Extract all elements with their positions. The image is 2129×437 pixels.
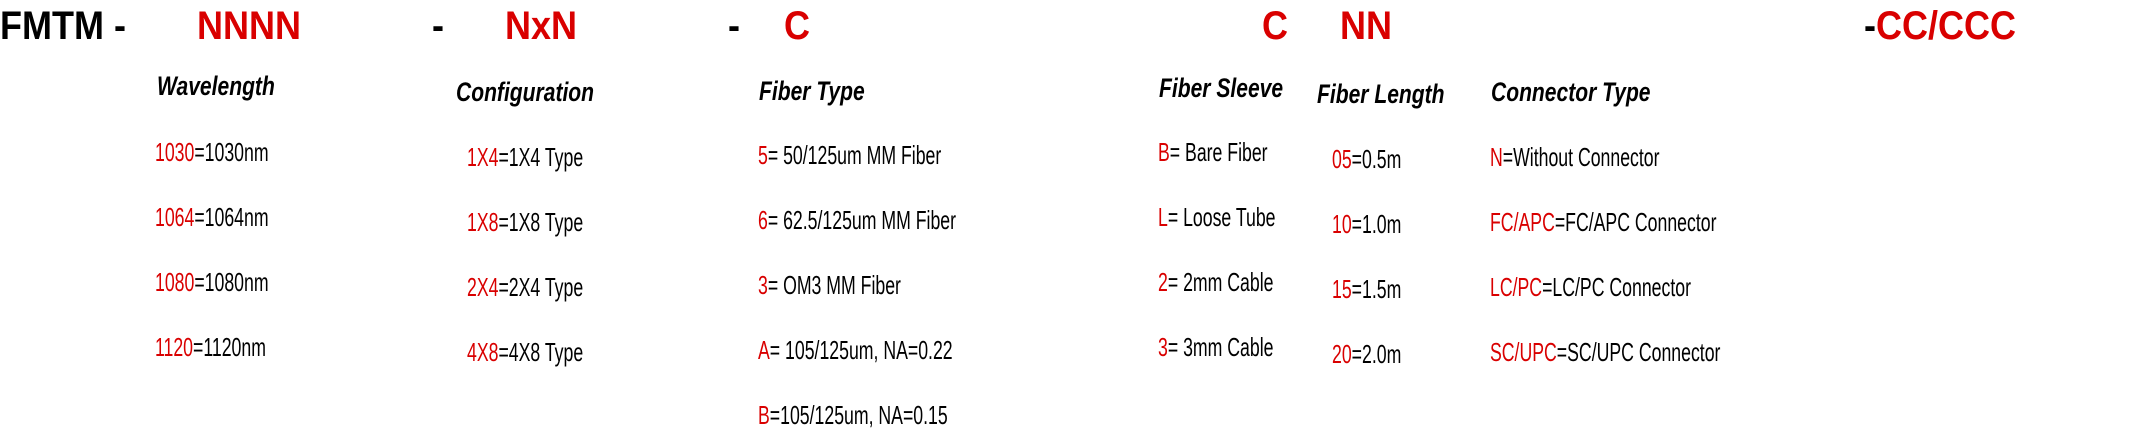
list-item: LC/PC=LC/PC Connector xyxy=(1490,272,1691,302)
column-title: Connector Type xyxy=(1491,77,1651,107)
list-item: A= 105/125um, NA=0.22 xyxy=(758,335,953,365)
item-code: 1X8 xyxy=(467,207,499,237)
list-item: 1X4=1X4 Type xyxy=(467,142,583,172)
item-desc: =FC/APC Connector xyxy=(1554,207,1717,237)
item-code: 1030 xyxy=(155,137,195,167)
code-separator: - xyxy=(728,4,740,48)
item-code: 4X8 xyxy=(467,337,499,367)
item-desc: =Without Connector xyxy=(1502,142,1660,172)
column-title: Fiber Sleeve xyxy=(1159,73,1284,103)
item-code: 1X4 xyxy=(467,142,499,172)
item-code: B xyxy=(758,400,770,430)
item-desc: = 62.5/125um MM Fiber xyxy=(767,205,957,235)
item-desc: =1030nm xyxy=(194,137,269,167)
item-code: 1080 xyxy=(155,267,195,297)
item-code: FC/APC xyxy=(1490,207,1555,237)
item-code: 1064 xyxy=(155,202,195,232)
list-item: 05=0.5m xyxy=(1332,144,1401,174)
item-code: 2X4 xyxy=(467,272,499,302)
item-desc: = Loose Tube xyxy=(1167,202,1276,232)
list-item: 15=1.5m xyxy=(1332,274,1401,304)
item-desc: =105/125um, NA=0.15 xyxy=(769,400,948,430)
code-fiber-type: C xyxy=(784,4,811,48)
item-desc: =0.5m xyxy=(1351,144,1402,174)
list-item: 4X8=4X8 Type xyxy=(467,337,583,367)
list-item: B=105/125um, NA=0.15 xyxy=(758,400,948,430)
item-desc: =SC/UPC Connector xyxy=(1556,337,1721,367)
item-code: A xyxy=(758,335,770,365)
item-code: SC/UPC xyxy=(1490,337,1557,367)
code-separator: - xyxy=(432,4,444,48)
code-separator: - xyxy=(1864,4,1876,48)
list-item: 2= 2mm Cable xyxy=(1158,267,1273,297)
item-code: LC/PC xyxy=(1490,272,1543,302)
item-desc: =4X8 Type xyxy=(498,337,584,367)
list-item: 3= OM3 MM Fiber xyxy=(758,270,901,300)
item-desc: =1080nm xyxy=(194,267,269,297)
item-desc: = 105/125um, NA=0.22 xyxy=(769,335,953,365)
list-item: FC/APC=FC/APC Connector xyxy=(1490,207,1716,237)
code-fiber-length: NN xyxy=(1340,4,1393,48)
column-title: Wavelength xyxy=(157,71,275,101)
item-desc: = Bare Fiber xyxy=(1169,137,1268,167)
item-desc: =2.0m xyxy=(1351,339,1402,369)
list-item: 5= 50/125um MM Fiber xyxy=(758,140,941,170)
code-prefix: FMTM - xyxy=(0,4,126,48)
list-item: 1X8=1X8 Type xyxy=(467,207,583,237)
item-desc: = 2mm Cable xyxy=(1167,267,1274,297)
list-item: B= Bare Fiber xyxy=(1158,137,1268,167)
list-item: SC/UPC=SC/UPC Connector xyxy=(1490,337,1720,367)
item-code: 05 xyxy=(1332,144,1352,174)
list-item: 20=2.0m xyxy=(1332,339,1401,369)
item-code: 6 xyxy=(758,205,768,235)
column-title: Fiber Type xyxy=(759,76,865,106)
list-item: 10=1.0m xyxy=(1332,209,1401,239)
list-item: 2X4=2X4 Type xyxy=(467,272,583,302)
item-code: L xyxy=(1158,202,1168,232)
item-code: 15 xyxy=(1332,274,1352,304)
item-code: 2 xyxy=(1158,267,1168,297)
item-desc: =1.0m xyxy=(1351,209,1402,239)
item-desc: =1X4 Type xyxy=(498,142,584,172)
list-item: 1080=1080nm xyxy=(155,267,269,297)
item-desc: = 3mm Cable xyxy=(1167,332,1274,362)
item-desc: =1.5m xyxy=(1351,274,1402,304)
list-item: 3= 3mm Cable xyxy=(1158,332,1273,362)
code-configuration: NxN xyxy=(505,4,578,48)
list-item: 1064=1064nm xyxy=(155,202,269,232)
code-fiber-sleeve: C xyxy=(1262,4,1289,48)
item-desc: =2X4 Type xyxy=(498,272,584,302)
code-connector-type: CC/CCC xyxy=(1876,4,2016,48)
list-item: 1120=1120nm xyxy=(155,332,266,362)
code-wavelength: NNNN xyxy=(197,4,301,48)
item-code: 1120 xyxy=(155,332,194,362)
item-desc: =1064nm xyxy=(194,202,269,232)
list-item: 1030=1030nm xyxy=(155,137,269,167)
list-item: N=Without Connector xyxy=(1490,142,1660,172)
item-desc: =1X8 Type xyxy=(498,207,584,237)
item-code: 20 xyxy=(1332,339,1352,369)
item-desc: = 50/125um MM Fiber xyxy=(767,140,942,170)
list-item: 6= 62.5/125um MM Fiber xyxy=(758,205,956,235)
column-title: Fiber Length xyxy=(1317,79,1445,109)
item-desc: =LC/PC Connector xyxy=(1542,272,1691,302)
item-code: 3 xyxy=(1158,332,1168,362)
column-title: Configuration xyxy=(456,77,595,107)
item-code: N xyxy=(1490,142,1503,172)
item-code: 10 xyxy=(1332,209,1352,239)
item-desc: =1120nm xyxy=(193,332,266,362)
item-desc: = OM3 MM Fiber xyxy=(767,270,901,300)
item-code: B xyxy=(1158,137,1170,167)
list-item: L= Loose Tube xyxy=(1158,202,1275,232)
item-code: 5 xyxy=(758,140,768,170)
item-code: 3 xyxy=(758,270,768,300)
